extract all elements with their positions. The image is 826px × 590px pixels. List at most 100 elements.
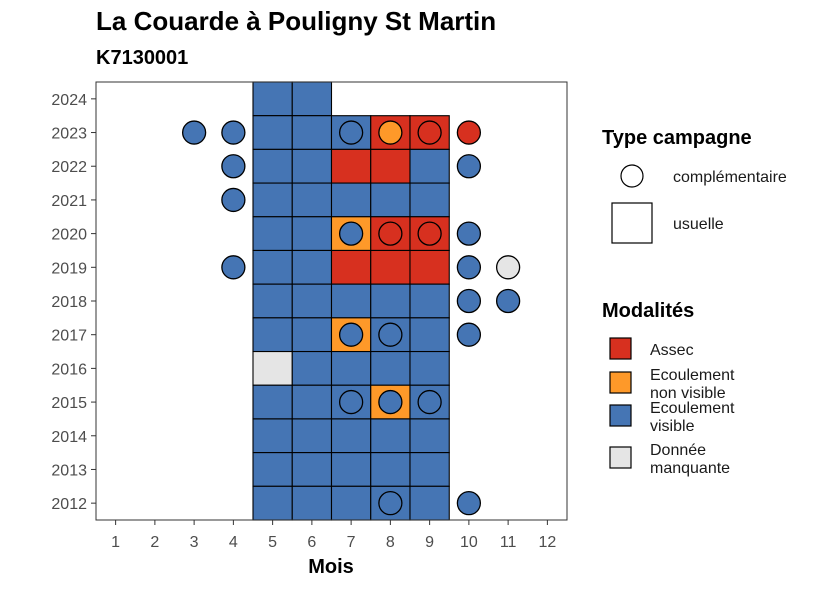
legend-modalites-title: Modalités — [602, 300, 694, 322]
point-2022-m4 — [221, 154, 246, 179]
y-axis: 2012 2013 2014 2015 2016 2017 2018 2019 2020 2021… — [51, 92, 96, 513]
point-2012-m10 — [456, 491, 482, 516]
tile-2014-m7 — [330, 418, 372, 454]
legend-modalite-label: non visible — [650, 385, 726, 402]
tile-2018-m9 — [409, 283, 450, 319]
tile-2019-m5 — [252, 249, 293, 285]
tile-2023-m5 — [252, 115, 293, 150]
point-2017-m10 — [456, 322, 482, 347]
point-2023-m3 — [181, 120, 207, 145]
tile-2019-m6 — [291, 249, 333, 285]
y-tick-label: 2019 — [51, 260, 87, 277]
tile-2018-m7 — [330, 283, 372, 319]
tile-2022-m7 — [330, 148, 372, 184]
tile-2018-m8 — [370, 283, 411, 319]
tile-2021-m5 — [252, 182, 293, 218]
tile-2020-m6 — [291, 216, 333, 252]
tile-2022-m6 — [291, 148, 333, 184]
tile-2021-m7 — [330, 182, 372, 218]
tile-2012-m5 — [252, 485, 293, 521]
x-tick-label: 9 — [425, 534, 434, 551]
chart-title: La Couarde à Pouligny St Martin — [96, 6, 496, 36]
point-2015-m7 — [338, 389, 364, 415]
point-2020-m10 — [456, 221, 482, 246]
tile-2014-m8 — [370, 418, 411, 454]
tile-2015-m6 — [291, 384, 333, 420]
point-2022-m10 — [456, 154, 482, 179]
point-2017-m8 — [378, 322, 403, 347]
y-tick-label: 2017 — [51, 328, 87, 345]
tile-2019-m9 — [409, 249, 450, 285]
tile-2017-m9 — [409, 317, 450, 353]
tile-2022-m8 — [370, 148, 411, 184]
legend-swatch — [609, 371, 632, 394]
legend-modalite-label: Ecoulement — [650, 367, 735, 384]
tile-2024-m6 — [291, 81, 333, 117]
legend-modalite-label: Donnée — [650, 442, 706, 459]
y-tick-label: 2018 — [51, 294, 87, 311]
tile-2018-m6 — [291, 283, 333, 319]
tile-2023-m6 — [291, 115, 333, 150]
tile-2012-m6 — [291, 485, 333, 521]
tile-2021-m9 — [409, 182, 450, 218]
point-2019-m4 — [221, 255, 246, 280]
tile-2020-m5 — [252, 216, 293, 252]
tile-2013-m6 — [291, 452, 333, 487]
legend-swatch — [609, 446, 632, 469]
tile-2013-m7 — [330, 452, 372, 487]
tile-2017-m6 — [291, 317, 333, 353]
point-2023-m8 — [378, 120, 403, 145]
tile-2019-m7 — [330, 249, 372, 285]
x-tick-label: 8 — [386, 534, 395, 551]
y-tick-label: 2023 — [51, 126, 87, 143]
tile-2024-m5 — [252, 81, 293, 117]
tile-2013-m5 — [252, 452, 293, 487]
point-2023-m9 — [417, 120, 442, 145]
legend-type-label-complementaire: complémentaire — [673, 169, 787, 186]
point-2019-m11 — [495, 255, 521, 280]
point-2020-m9 — [417, 221, 442, 246]
legend-modalite-label: Ecoulement — [650, 400, 735, 417]
plot-area — [95, 81, 568, 521]
tile-2014-m9 — [409, 418, 450, 454]
y-tick-label: 2012 — [51, 496, 87, 513]
legend-square-key — [611, 202, 653, 244]
x-tick-label: 4 — [229, 534, 238, 551]
y-tick-label: 2016 — [51, 361, 87, 378]
tile-2013-m8 — [370, 452, 411, 487]
y-tick-label: 2015 — [51, 395, 87, 412]
tile-2016-m8 — [370, 350, 411, 386]
x-tick-label: 3 — [190, 534, 199, 551]
legend-type-campagne: Type campagne complémentaire usuelle — [602, 127, 787, 244]
x-tick-label: 10 — [460, 534, 478, 551]
legend-modalite-label: manquante — [650, 460, 730, 477]
y-tick-label: 2022 — [51, 159, 87, 176]
tile-2022-m5 — [252, 148, 293, 184]
tile-2019-m8 — [370, 249, 411, 285]
legend-swatch — [609, 337, 632, 360]
y-tick-label: 2014 — [51, 429, 87, 446]
tile-2016-m9 — [409, 350, 450, 386]
x-tick-label: 7 — [347, 534, 356, 551]
tile-2015-m5 — [252, 384, 293, 420]
tile-2016-m6 — [291, 350, 333, 386]
tile-2018-m5 — [252, 283, 293, 319]
tile-2012-m7 — [330, 485, 372, 521]
legend-type-label-usuelle: usuelle — [673, 216, 724, 233]
y-tick-label: 2020 — [51, 227, 87, 244]
point-2019-m10 — [456, 255, 482, 280]
x-tick-label: 2 — [150, 534, 159, 551]
tile-2014-m6 — [291, 418, 333, 454]
point-2020-m8 — [378, 221, 403, 246]
legend-modalite-label: Assec — [650, 342, 694, 359]
x-tick-label: 1 — [111, 534, 120, 551]
tile-2021-m8 — [370, 182, 411, 218]
point-2020-m7 — [338, 221, 364, 246]
tile-2016-m7 — [330, 350, 372, 386]
legend-type-title: Type campagne — [602, 127, 752, 149]
point-2023-m4 — [221, 120, 246, 145]
point-2023-m10 — [456, 120, 482, 145]
point-2021-m4 — [221, 187, 246, 213]
legend-swatch — [609, 404, 632, 427]
legend-circle-key — [620, 164, 644, 188]
